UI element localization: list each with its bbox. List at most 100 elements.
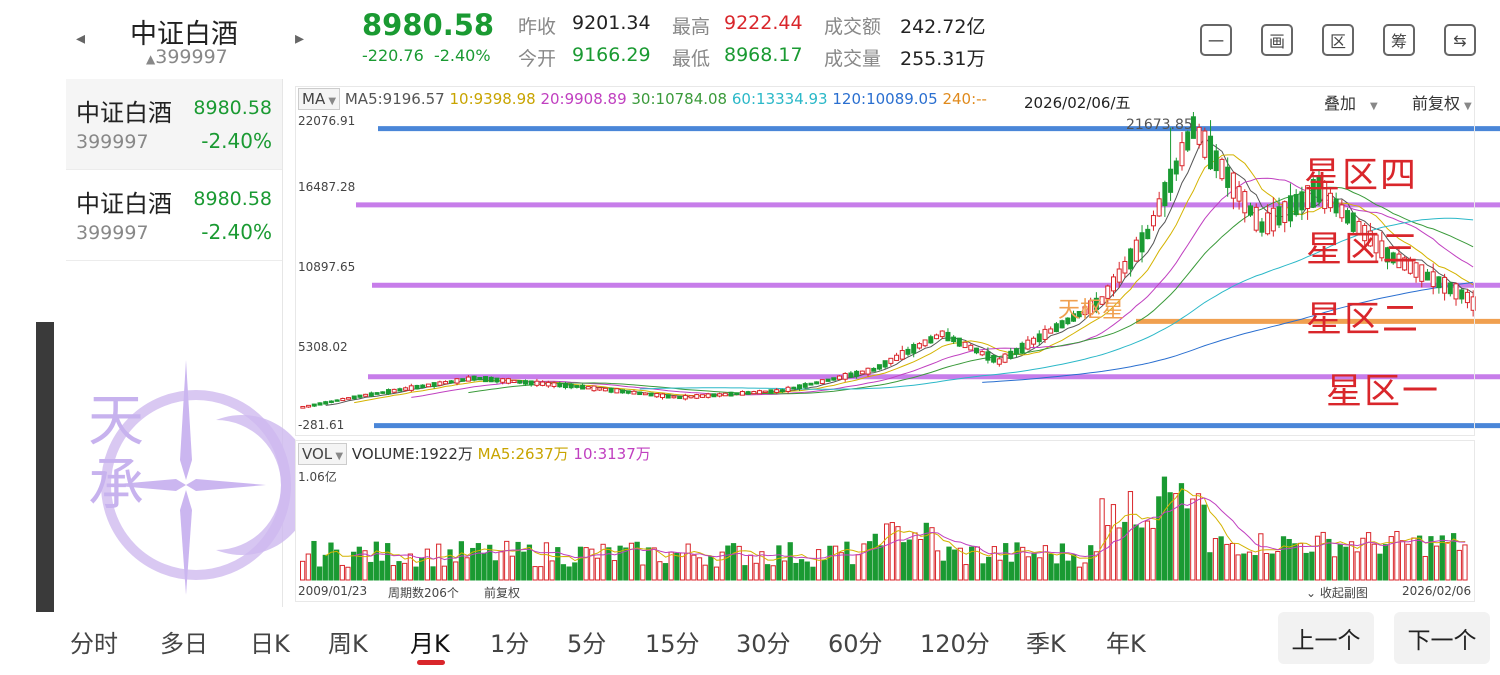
list-item[interactable]: 中证白酒 8980.58 399997 -2.40% (66, 79, 282, 170)
candle-body (522, 380, 528, 385)
tab-12[interactable]: 年K (1106, 630, 1146, 658)
candle-body (534, 380, 540, 386)
ma-selector-button[interactable]: MA ▼ (298, 88, 341, 110)
volume-bar (1326, 538, 1332, 581)
volume-bar (351, 551, 357, 581)
volume-bar (991, 546, 997, 581)
tab-6[interactable]: 5分 (567, 630, 607, 658)
candle-body (1168, 168, 1174, 193)
candle-body (1088, 300, 1094, 315)
next-button[interactable]: 下一个 (1394, 612, 1490, 664)
ma60-value: 60:13334.93 (731, 90, 828, 108)
volume-bar (362, 550, 368, 581)
candle-body (785, 386, 791, 392)
candle-body (1282, 201, 1288, 223)
tab-0[interactable]: 分时 (70, 630, 118, 658)
tab-5[interactable]: 1分 (490, 630, 530, 658)
volume-bar (487, 544, 493, 581)
candle-body (871, 367, 877, 372)
chips-icon[interactable]: 筹 (1383, 24, 1415, 56)
volume-bar (952, 549, 958, 581)
tab-9[interactable]: 60分 (828, 630, 883, 658)
zone-icon[interactable]: 区 (1322, 24, 1354, 56)
volume-bar (1235, 554, 1241, 581)
candle-body (688, 395, 694, 399)
volume-bar (424, 548, 430, 581)
vol-ma10-line (353, 497, 1466, 561)
volume-bar (895, 526, 901, 581)
candle-body (934, 334, 940, 340)
candle-body (1419, 264, 1425, 282)
candle-body (1436, 276, 1442, 289)
volume-bar (504, 540, 510, 581)
overlay-dropdown[interactable]: 叠加 ▼ (1324, 94, 1378, 113)
tab-11[interactable]: 季K (1026, 630, 1066, 658)
candle-body (374, 392, 380, 395)
volume-bar (379, 560, 385, 581)
volume-bar (1184, 508, 1190, 581)
tab-10[interactable]: 120分 (920, 630, 990, 658)
candle-body (477, 377, 483, 381)
prev-button[interactable]: 上一个 (1278, 612, 1374, 664)
volume-bar (730, 543, 737, 581)
volume-bar (776, 545, 782, 581)
volume-bar (1394, 530, 1400, 581)
volume-bar (668, 551, 674, 581)
candle-body (397, 388, 403, 392)
volume-bar (918, 539, 924, 581)
tab-7[interactable]: 15分 (645, 630, 700, 658)
tab-2[interactable]: 日K (250, 630, 290, 658)
candle-body (323, 401, 329, 405)
period-count: 周期数206个 (388, 586, 459, 600)
volume-bar (328, 542, 334, 581)
volume-bar (1207, 552, 1213, 581)
tab-4[interactable]: 月K (410, 630, 450, 658)
candle-body (1128, 248, 1134, 270)
candle-body (654, 393, 660, 398)
candle-body (1356, 220, 1362, 235)
ma5-line (325, 137, 1474, 406)
candle-body (580, 384, 586, 390)
stock-list: 中证白酒 8980.58 399997 -2.40% 中证白酒 8980.58 … (66, 79, 283, 607)
candle-body (677, 396, 683, 400)
tab-3[interactable]: 周K (328, 630, 368, 658)
candle-body (1430, 271, 1436, 288)
quote-label: 最低 (672, 48, 711, 70)
list-item[interactable]: 中证白酒 8980.58 399997 -2.40% (66, 170, 282, 261)
volume-bar (430, 566, 436, 581)
candle-body (1065, 317, 1071, 325)
candle-body (1379, 240, 1385, 259)
volume-bar (935, 550, 941, 581)
chart-frame-icon[interactable]: 画 (1261, 24, 1293, 56)
candle-body (762, 390, 768, 394)
kline-chart[interactable] (296, 112, 1500, 438)
minus-icon[interactable]: 一 (1200, 24, 1232, 56)
candle-body (1173, 160, 1179, 175)
rotate-screen-icon[interactable]: ⇆ (1444, 24, 1476, 56)
candle-body (1110, 276, 1116, 292)
collapse-subchart-button[interactable]: ⌄ 收起副图 (1306, 586, 1368, 600)
volume-bar (702, 564, 708, 581)
tab-1[interactable]: 多日 (160, 630, 208, 658)
volume-bar (368, 561, 374, 581)
candle-body (939, 330, 945, 338)
candle-body (1105, 285, 1111, 299)
candle-body (1248, 205, 1254, 216)
volume-bar (804, 561, 810, 581)
candle-body (831, 377, 837, 381)
volume-chart[interactable] (296, 462, 1476, 582)
prev-stock-arrow-icon[interactable]: ◂ (76, 28, 86, 49)
volume-bar (549, 560, 555, 581)
volume-bar (827, 545, 833, 581)
volume-bar (532, 566, 538, 581)
tab-8[interactable]: 30分 (736, 630, 791, 658)
vol-selector-button[interactable]: VOL ▼ (298, 443, 348, 465)
candle-body (1350, 212, 1356, 232)
volume-bar (1309, 551, 1315, 581)
next-stock-arrow-icon[interactable]: ▸ (295, 28, 305, 49)
volume-bar (390, 565, 396, 581)
volume-bar (832, 545, 839, 581)
adjust-dropdown[interactable]: 前复权 ▼ (1412, 94, 1472, 113)
candle-body (1139, 232, 1145, 253)
volume-bar (912, 532, 918, 581)
